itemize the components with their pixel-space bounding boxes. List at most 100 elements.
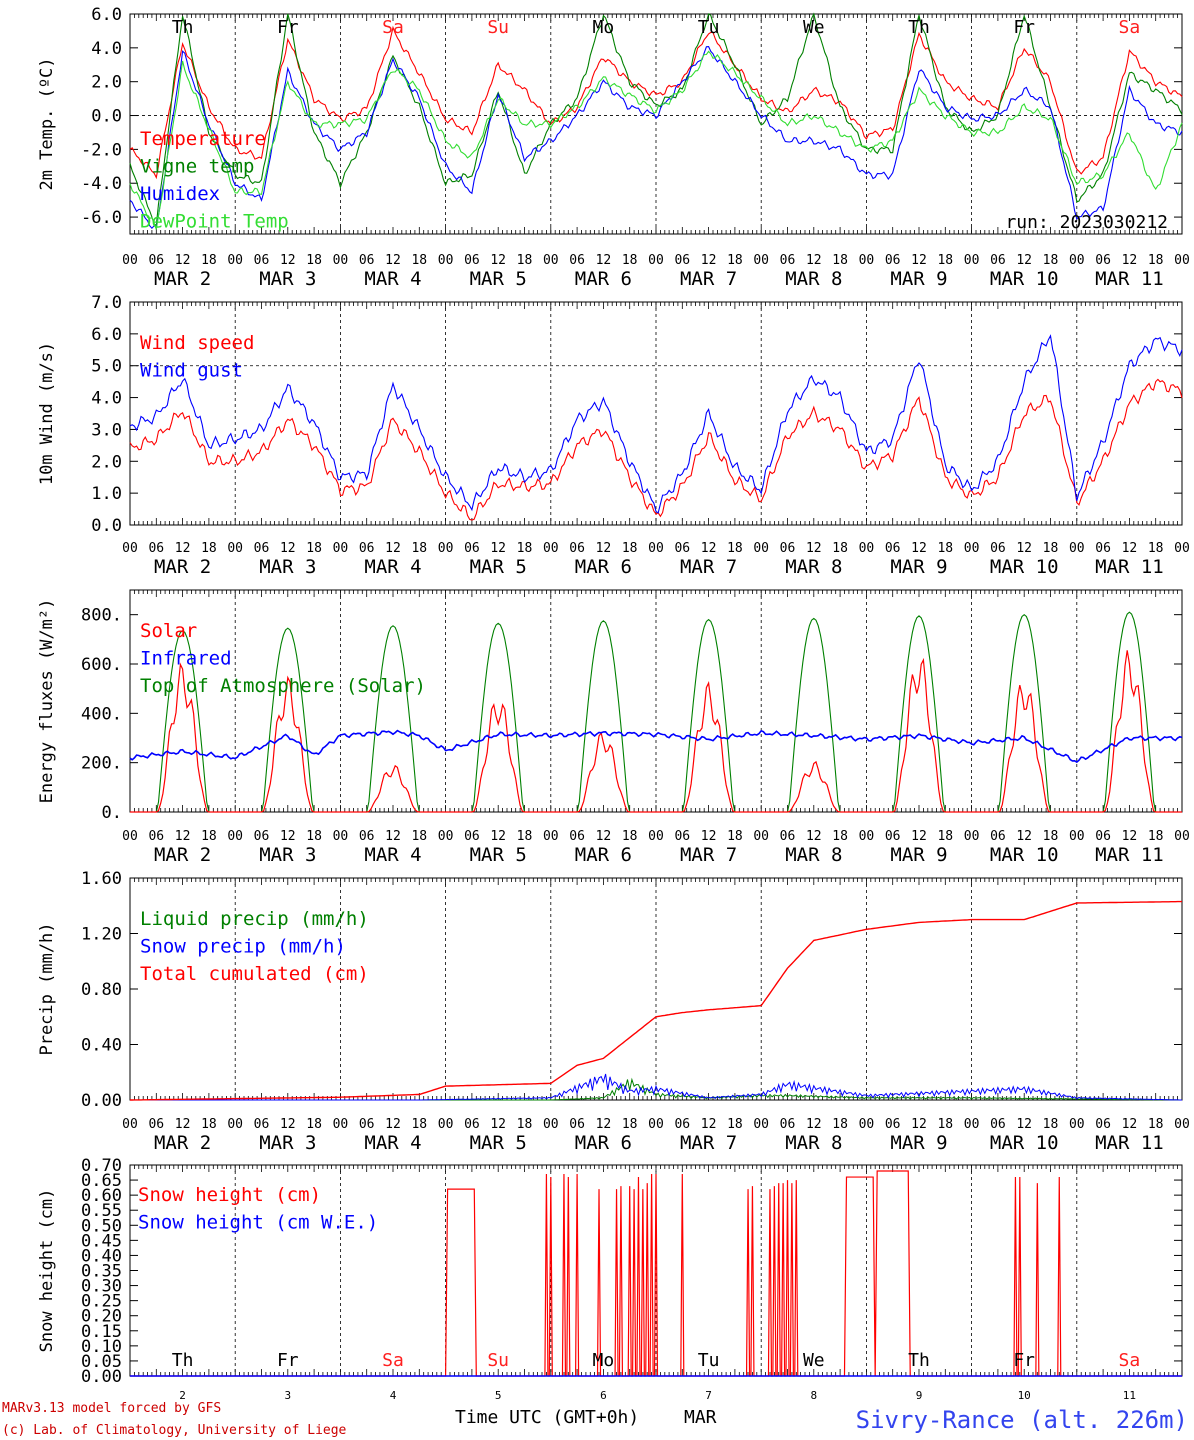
y-tick-label: 0.20 [81,1307,122,1327]
x-date-label: MAR 11 [1095,1132,1164,1154]
weekday-label-bottom: Mo [593,1350,615,1371]
x-hour-label: 12 [1122,541,1138,556]
y-tick-label: 0.40 [81,1036,122,1056]
panel-4: 0.00 0.40 0.80 1.20 1.60 Precip (mm/h) 00 06 12 1… [37,869,1190,1154]
x-hour-label: 12 [701,1117,717,1132]
x-hour-label: 18 [1148,1117,1164,1132]
x-hour-label: 06 [674,1117,690,1132]
model-credit: MARv3.13 model forced by GFS [2,1401,221,1416]
series-dewpoint-temp [129,50,1183,230]
y-tick-label: -6.0 [81,208,122,228]
x-hour-label: 12 [175,829,191,844]
x-hour-label: 06 [1095,829,1111,844]
x-date-label: MAR 5 [470,268,527,290]
x-hour-label: 18 [727,541,743,556]
x-hour-label: 12 [280,253,296,268]
x-hour-label: 18 [937,1117,953,1132]
y-tick-label: 0.80 [81,980,122,1000]
x-hour-label: 06 [1095,541,1111,556]
day-number-label: 8 [810,1389,817,1402]
y-axis-label: Snow height (cm) [37,1189,57,1353]
y-tick-label: 7.0 [91,293,122,313]
x-hour-label: 06 [990,829,1006,844]
x-date-label: MAR 6 [575,556,632,578]
y-tick-label: 6.0 [91,5,122,25]
x-hour-label: 00 [859,253,875,268]
x-hour-label: 00 [1069,541,1085,556]
y-tick-label: 0.50 [81,1216,122,1236]
x-hour-label: 00 [227,253,243,268]
x-date-label: MAR 8 [785,556,842,578]
x-date-label: MAR 8 [785,268,842,290]
series-total-cumulated-cm- [130,900,1182,1101]
x-hour-label: 12 [596,253,612,268]
x-date-label: MAR 4 [364,556,421,578]
day-number-label: 3 [284,1389,291,1402]
x-hour-label: 00 [438,1117,454,1132]
x-hour-label: 00 [543,541,559,556]
x-tick-marks [129,14,1183,234]
x-hour-label: 06 [780,1117,796,1132]
x-hour-label: 12 [1016,253,1032,268]
x-hour-label: 18 [1148,541,1164,556]
x-hour-label: 06 [569,253,585,268]
x-date-label: MAR 6 [575,1132,632,1154]
x-hour-label: 00 [438,829,454,844]
x-date-label: MAR 11 [1095,556,1164,578]
y-tick-label: 0.60 [81,1186,122,1206]
x-hour-label: 18 [201,1117,217,1132]
y-tick-label: 1.60 [81,869,122,889]
x-hour-label: 06 [990,253,1006,268]
x-date-label: MAR 2 [154,1132,211,1154]
weekday-label-bottom: Sa [382,1350,404,1371]
x-hour-label: 18 [411,829,427,844]
x-hour-label: 00 [964,829,980,844]
weekday-label-top: Fr [1013,17,1035,38]
x-hour-label: 00 [333,829,349,844]
x-date-label: MAR 10 [990,844,1059,866]
x-hour-label: 06 [885,829,901,844]
x-hour-label: 12 [911,829,927,844]
x-hour-label: 12 [1122,1117,1138,1132]
x-hour-label: 12 [385,1117,401,1132]
footer: MARv3.13 model forced by GFS (c) Lab. of… [2,1401,1188,1438]
x-hour-label: 00 [122,253,138,268]
x-hour-label: 06 [359,829,375,844]
weekday-label-top: Mo [593,17,615,38]
data-lines [129,12,1183,230]
day-number-label: 9 [916,1389,923,1402]
x-hour-label: 12 [385,541,401,556]
y-axis-label: Precip (mm/h) [37,922,57,1055]
x-hour-label: 18 [1043,829,1059,844]
x-hour-label: 12 [490,541,506,556]
x-hour-label: 06 [148,253,164,268]
x-hour-label: 18 [1043,253,1059,268]
x-hour-label: 00 [1174,541,1190,556]
x-hour-label: 12 [701,829,717,844]
y-tick-label: 0.0 [91,516,122,536]
x-hour-label: 18 [832,253,848,268]
data-lines [130,1170,1182,1377]
x-hour-label: 06 [885,541,901,556]
y-tick-label: -4.0 [81,174,122,194]
legend-entry: Temperature [140,128,266,150]
legend-entry: Top of Atmosphere (Solar) [140,675,426,697]
weekday-label-top: Sa [1119,17,1141,38]
x-hour-label: 00 [753,1117,769,1132]
x-hour-label: 12 [1122,253,1138,268]
y-tick-label: -2.0 [81,140,122,160]
x-hour-label: 12 [280,829,296,844]
x-hour-label: 12 [175,1117,191,1132]
series-vigne-temp [129,12,1183,227]
x-date-label: MAR 2 [154,268,211,290]
y-tick-label: 2.0 [91,452,122,472]
x-hour-label: 18 [1043,1117,1059,1132]
x-hour-label: 12 [596,829,612,844]
y-tick-label: 5.0 [91,357,122,377]
x-hour-label: 00 [543,1117,559,1132]
x-hour-label: 00 [1069,1117,1085,1132]
x-date-label: MAR 4 [364,1132,421,1154]
series-humidex [129,46,1183,230]
lab-credit: (c) Lab. of Climatology, University of L… [2,1423,347,1438]
y-tick-label: 1.0 [91,484,122,504]
